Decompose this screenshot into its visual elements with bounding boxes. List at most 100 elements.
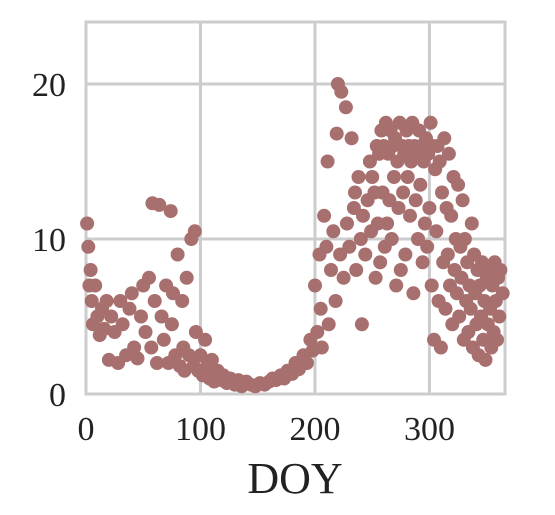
data-point [188, 325, 203, 339]
data-point [463, 301, 478, 316]
data-point [365, 170, 380, 184]
data-point [348, 185, 362, 200]
data-point [384, 232, 399, 246]
data-point [313, 301, 328, 316]
data-point [166, 286, 180, 301]
data-point [124, 286, 139, 301]
data-point [324, 263, 338, 277]
y-tick-label: 0 [49, 377, 66, 414]
data-point [138, 325, 153, 339]
data-point [452, 309, 467, 324]
data-point [349, 263, 364, 277]
data-point [122, 301, 137, 316]
x-tick-label: 200 [289, 411, 340, 448]
data-point [444, 208, 459, 223]
data-point [420, 239, 435, 254]
data-point [170, 247, 185, 262]
data-point [441, 146, 456, 161]
data-point [142, 270, 156, 285]
data-point [144, 340, 159, 355]
data-point [163, 204, 178, 219]
data-point [193, 348, 208, 363]
data-point [152, 197, 167, 212]
data-point [429, 224, 444, 239]
data-point [451, 177, 466, 192]
data-point [113, 294, 128, 308]
data-point [403, 208, 417, 223]
data-point [329, 126, 344, 141]
data-point [437, 131, 452, 146]
data-point [493, 263, 508, 277]
y-tick-label: 20 [32, 67, 66, 104]
plot-frame [84, 20, 507, 396]
x-axis-label: DOY [247, 454, 342, 503]
data-point [389, 278, 404, 293]
data-point [382, 193, 397, 208]
data-point [321, 317, 336, 332]
data-point [400, 170, 415, 184]
data-point [449, 286, 464, 301]
data-point [387, 170, 401, 184]
data-point [326, 224, 341, 239]
data-point [457, 232, 472, 246]
data-point [115, 317, 130, 332]
data-point [408, 193, 423, 208]
data-point [154, 309, 169, 324]
data-point [83, 263, 98, 277]
data-point [127, 340, 142, 355]
data-point [411, 232, 425, 246]
data-point [134, 309, 148, 324]
data-point [317, 208, 332, 223]
data-point [198, 332, 213, 347]
data-point [435, 185, 449, 200]
x-tick-label: 300 [404, 411, 455, 448]
data-point [353, 232, 368, 246]
data-point [464, 216, 479, 231]
data-point [495, 286, 510, 301]
data-point [336, 270, 351, 285]
data-point [362, 154, 377, 169]
data-point [413, 177, 428, 192]
data-point [328, 294, 343, 308]
data-point [492, 309, 507, 324]
data-point [80, 216, 95, 231]
data-point [346, 201, 361, 215]
data-point [478, 352, 493, 367]
data-point [396, 185, 411, 200]
data-point [358, 247, 373, 262]
data-point [433, 340, 448, 355]
data-point [320, 154, 335, 169]
data-point [422, 201, 437, 215]
x-tick-label: 0 [78, 411, 95, 448]
data-point [351, 170, 366, 184]
data-point [342, 239, 357, 254]
data-point [432, 154, 447, 169]
data-point [423, 115, 438, 130]
data-point [310, 325, 325, 339]
data-point [393, 263, 408, 277]
data-point [84, 294, 99, 308]
data-point [380, 216, 395, 231]
data-point [314, 340, 329, 355]
data-point [99, 294, 114, 308]
data-point [319, 239, 334, 254]
data-point [455, 193, 470, 208]
data-point [175, 294, 190, 308]
data-point [150, 356, 164, 370]
data-point [333, 247, 348, 262]
data-point [340, 216, 354, 231]
data-point [179, 270, 194, 285]
x-tick-labels: 0 100 200 300 [78, 411, 455, 448]
data-point [187, 224, 202, 239]
data-point [368, 270, 383, 285]
data-point [156, 332, 171, 347]
data-point [299, 356, 314, 370]
data-point [147, 294, 162, 308]
data-point [356, 208, 370, 223]
data-point [398, 247, 413, 262]
data-point [334, 84, 349, 99]
data-point [424, 278, 439, 293]
data-point [490, 332, 504, 347]
data-point [338, 100, 353, 115]
